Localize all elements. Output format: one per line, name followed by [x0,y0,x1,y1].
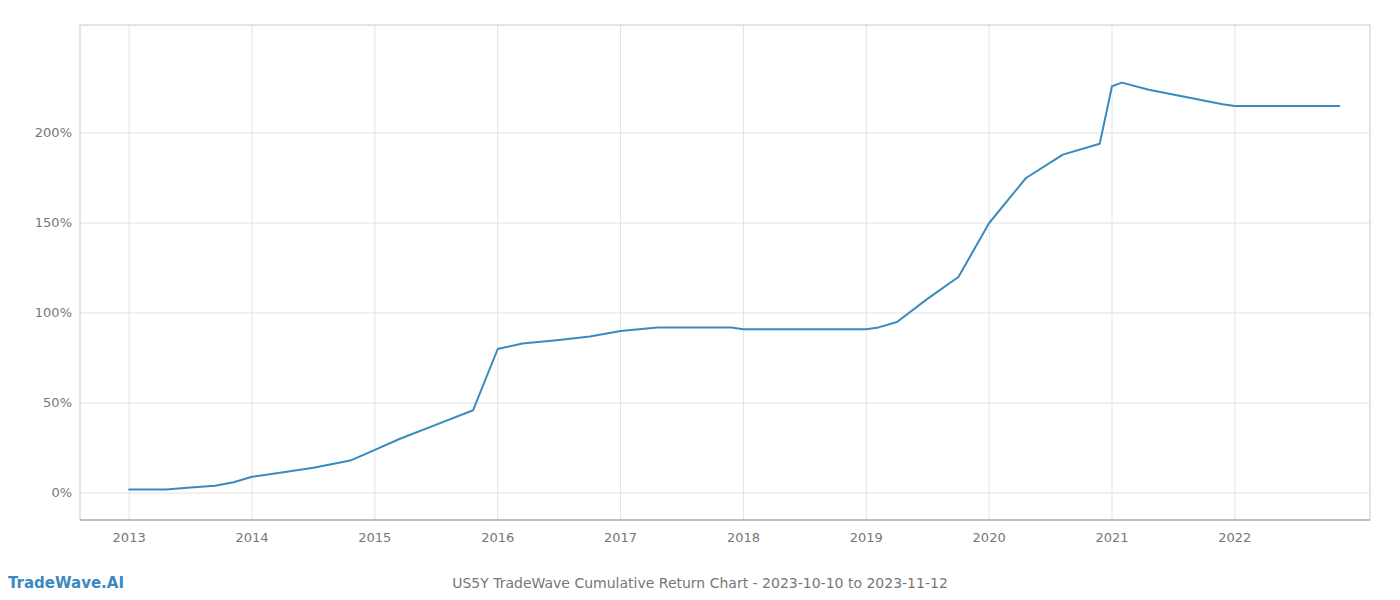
x-tick-label: 2017 [604,530,637,545]
grid-line-x [497,25,498,520]
x-tick-label: 2014 [235,530,268,545]
grid-line-x [252,25,253,520]
y-tick-label: 0% [51,485,72,500]
grid-line-x [1234,25,1235,520]
x-tick-label: 2018 [727,530,760,545]
grid-line-y [80,403,1370,404]
grid-line-x [374,25,375,520]
grid-line-y [80,493,1370,494]
x-tick-label: 2016 [481,530,514,545]
y-tick-label: 50% [43,395,72,410]
x-tick-label: 2021 [1095,530,1128,545]
watermark: TradeWave.AI [8,574,124,592]
y-tick-label: 200% [35,125,72,140]
x-tick-label: 2020 [973,530,1006,545]
line [129,83,1339,490]
grid-line-y [80,133,1370,134]
x-tick-label: 2013 [113,530,146,545]
grid-line-x [989,25,990,520]
y-tick-label: 150% [35,215,72,230]
x-tick-label: 2015 [358,530,391,545]
grid-line-x [1112,25,1113,520]
grid-line-x [620,25,621,520]
x-tick-label: 2019 [850,530,883,545]
grid [80,25,1370,520]
grid-line-y [80,313,1370,314]
grid-line-x [743,25,744,520]
chart: 0% 50% 100% 150% 200% 2013 2014 2015 2016 2017 201… [0,0,1400,600]
title: US5Y TradeWave Cumulative Return Chart -… [452,575,948,591]
x-tick-label: 2022 [1218,530,1251,545]
axes: 0% 50% 100% 150% 200% 2013 2014 2015 2016 2017 201… [35,25,1370,545]
data [129,83,1339,490]
plot-frame [80,25,1370,520]
grid-line-y [80,223,1370,224]
grid-line-x [129,25,130,520]
y-tick-label: 100% [35,305,72,320]
grid-line-x [866,25,867,520]
x-axis-line [80,520,1370,521]
